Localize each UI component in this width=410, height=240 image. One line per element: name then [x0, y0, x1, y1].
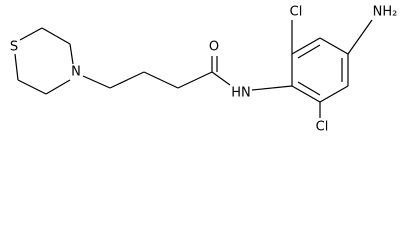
- atom-label: S: [10, 40, 18, 55]
- bond: [17, 79, 47, 95]
- page: S N O HN Cl Cl NH₂ (() => { const data =…: [9, 4, 398, 135]
- bond: [251, 85, 293, 91]
- bond: [297, 44, 321, 59]
- bond: [177, 71, 213, 89]
- bond: [14, 53, 19, 81]
- bond: [319, 37, 349, 55]
- atom-label: HN: [231, 86, 251, 101]
- bond: [45, 79, 71, 95]
- atom-label: Cl: [316, 120, 329, 135]
- atom-labels: S N O HN Cl Cl NH₂: [10, 5, 397, 135]
- atom-label: O: [209, 40, 219, 55]
- bond: [41, 27, 71, 45]
- bond: [82, 75, 111, 89]
- molecule-diagram: S N O HN Cl Cl NH₂: [10, 5, 397, 135]
- bond: [143, 71, 179, 89]
- bond: [297, 81, 321, 96]
- bond: [69, 43, 74, 65]
- bonds: [14, 19, 373, 118]
- bond: [19, 27, 43, 41]
- bond: [291, 85, 321, 103]
- bond: [211, 71, 231, 86]
- bond: [347, 19, 373, 55]
- atom-label: Cl: [290, 5, 303, 20]
- bond: [319, 85, 349, 103]
- atom-label: NH₂: [373, 5, 398, 20]
- bond: [291, 37, 321, 55]
- bond: [109, 71, 145, 89]
- atom-label: N: [71, 65, 81, 80]
